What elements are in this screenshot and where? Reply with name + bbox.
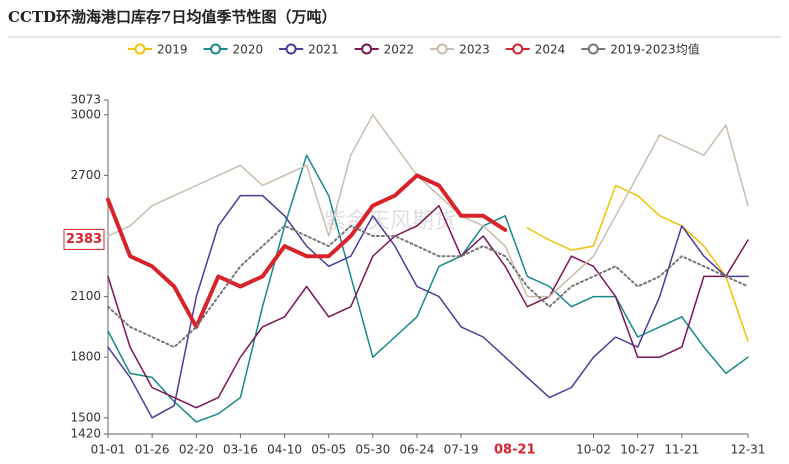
legend-label: 2020 [233, 43, 264, 57]
x-tick-label: 10-02 [576, 443, 611, 457]
x-tick-label: 12-31 [731, 443, 766, 457]
x-tick-label: 03-16 [223, 443, 258, 457]
legend: 2019 2020 2021 2022 2023 2024 2019-2023均值 [128, 42, 700, 57]
series-line [107, 154, 749, 423]
current-value-label: 2383 [66, 232, 102, 247]
legend-label: 2022 [384, 43, 415, 57]
x-tick-label: 01-01 [91, 443, 126, 457]
current-date-bg [494, 440, 535, 460]
legend-label: 2024 [535, 43, 566, 57]
y-tick-label: 2700 [70, 168, 101, 182]
x-tick-label: 02-20 [179, 443, 214, 457]
series-line [107, 224, 749, 349]
current-value-box [63, 228, 105, 250]
series-line [107, 194, 749, 419]
legend-label: 2023 [459, 43, 490, 57]
legend-marker [210, 43, 222, 55]
x-tick-label: 07-19 [444, 443, 479, 457]
y-tick-label: 2100 [70, 289, 101, 303]
watermark: 紫金天风期货 [324, 209, 456, 234]
series-line [526, 184, 749, 342]
x-tick-label: 01-26 [135, 443, 170, 457]
legend-label: 2019-2023均值 [610, 42, 699, 57]
y-tick-label: 1420 [70, 427, 101, 441]
legend-marker [587, 43, 599, 55]
legend-label: 2021 [308, 43, 339, 57]
y-tick-label: 1500 [70, 410, 101, 424]
legend-marker [361, 43, 373, 55]
series-line [107, 114, 749, 298]
legend-marker [134, 43, 146, 55]
current-date-label: 08-21 [494, 443, 536, 458]
legend-label: 2019 [157, 43, 188, 57]
x-tick-label: 11-21 [664, 443, 699, 457]
x-tick-label: 05-05 [311, 443, 346, 457]
x-tick-label: 10-27 [620, 443, 655, 457]
series-line [107, 204, 749, 409]
x-tick-label: 06-24 [400, 443, 435, 457]
series-line [106, 173, 508, 329]
y-tick-label: 1800 [70, 350, 101, 364]
y-tick-label: 3073 [70, 93, 101, 107]
chart-title: CCTD环渤海港口库存7日均值季节性图（万吨） [8, 8, 337, 26]
x-tick-label: 05-30 [355, 443, 390, 457]
legend-marker [512, 43, 524, 55]
y-tick-label: 3000 [70, 107, 101, 121]
legend-marker [436, 43, 448, 55]
legend-marker [285, 43, 297, 55]
x-tick-label: 04-10 [267, 443, 302, 457]
